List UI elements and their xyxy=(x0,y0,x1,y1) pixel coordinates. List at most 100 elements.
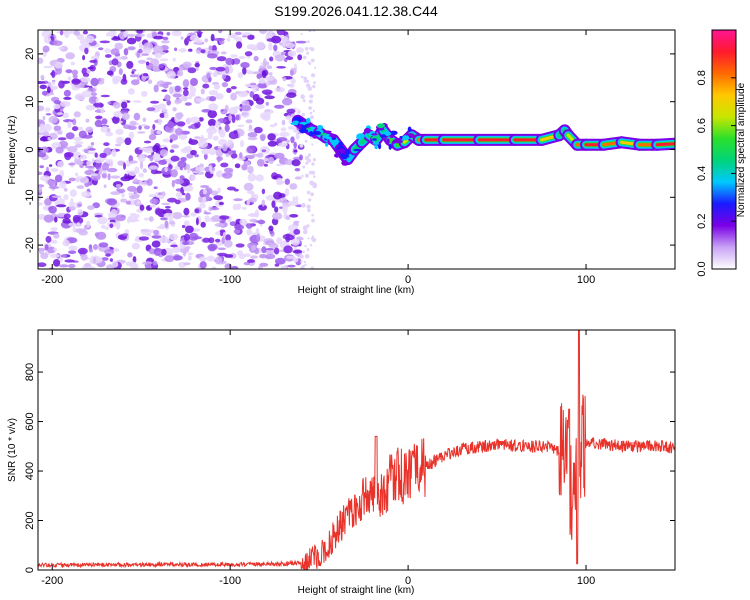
noise-blob xyxy=(143,140,152,144)
noise-blob xyxy=(208,45,213,51)
noise-blob xyxy=(304,173,309,178)
noise-blob xyxy=(72,214,81,223)
noise-blob xyxy=(97,78,102,82)
noise-blob xyxy=(230,153,238,159)
signal-blob xyxy=(371,133,378,136)
noise-blob xyxy=(247,132,258,138)
noise-blob xyxy=(185,246,191,250)
noise-blob xyxy=(234,224,245,231)
noise-blob xyxy=(68,162,76,166)
noise-blob xyxy=(259,262,269,267)
noise-blob xyxy=(118,120,123,124)
noise-blob xyxy=(182,79,190,88)
noise-blob xyxy=(178,134,188,140)
noise-blob xyxy=(186,96,193,100)
noise-blob xyxy=(263,157,269,162)
noise-blob xyxy=(126,33,136,37)
noise-blob xyxy=(264,76,275,81)
signal-blob xyxy=(374,144,378,150)
noise-blob xyxy=(313,182,317,185)
noise-blob xyxy=(314,66,317,69)
noise-blob xyxy=(47,178,55,186)
noise-blob xyxy=(293,149,298,153)
noise-blob xyxy=(65,132,75,140)
noise-blob xyxy=(281,39,292,47)
noise-blob xyxy=(169,221,175,225)
snr-x-label: Height of straight line (km) xyxy=(298,585,415,596)
heatmap-y-axis: -20 -10 0 10 20 xyxy=(24,48,675,253)
noise-blob xyxy=(241,100,250,107)
noise-blob xyxy=(68,263,76,269)
noise-blob xyxy=(53,259,61,267)
noise-blob xyxy=(195,217,199,226)
noise-blob xyxy=(210,190,219,196)
colorbar-gradient xyxy=(712,30,736,269)
noise-blob xyxy=(169,139,173,143)
svg-text:100: 100 xyxy=(577,575,595,587)
heatmap-x-tick: -200 xyxy=(41,30,63,286)
noise-blob xyxy=(84,148,89,154)
noise-blob xyxy=(307,86,312,91)
noise-blob xyxy=(63,89,71,97)
noise-blob xyxy=(74,141,84,145)
noise-blob xyxy=(73,111,81,118)
noise-blob xyxy=(153,229,160,236)
noise-blob xyxy=(279,206,284,209)
signal-blob xyxy=(364,127,371,134)
noise-blob xyxy=(117,160,126,166)
noise-blob xyxy=(256,159,265,167)
noise-blob xyxy=(39,123,45,131)
noise-blob xyxy=(183,248,187,255)
noise-blob xyxy=(64,152,72,161)
noise-blob xyxy=(107,173,111,181)
noise-blob xyxy=(215,120,220,129)
noise-blob xyxy=(164,220,169,229)
noise-blob xyxy=(159,149,168,157)
noise-blob xyxy=(67,121,72,129)
noise-blob xyxy=(68,245,78,251)
noise-blob xyxy=(235,36,243,44)
noise-blob xyxy=(63,96,72,100)
noise-blob xyxy=(263,109,274,115)
noise-blob xyxy=(42,45,50,53)
noise-blob xyxy=(300,33,303,36)
noise-blob xyxy=(174,47,178,52)
noise-blob xyxy=(38,202,43,206)
noise-blob xyxy=(250,255,259,259)
svg-text:-20: -20 xyxy=(24,237,36,253)
noise-blob xyxy=(68,30,76,34)
noise-blob xyxy=(218,247,226,251)
noise-blob xyxy=(113,36,118,39)
noise-blob xyxy=(194,208,200,214)
noise-blob xyxy=(202,83,210,89)
noise-blob xyxy=(199,261,207,269)
noise-blob xyxy=(309,106,312,109)
noise-blob xyxy=(213,83,220,90)
noise-blob xyxy=(161,202,171,206)
noise-blob xyxy=(274,54,286,62)
noise-blob xyxy=(218,201,224,206)
noise-blob xyxy=(285,234,291,243)
noise-blob xyxy=(196,39,203,44)
noise-blob xyxy=(228,113,232,122)
noise-blob xyxy=(303,79,308,83)
noise-blob xyxy=(267,30,274,34)
noise-blob xyxy=(256,41,265,50)
noise-blob xyxy=(211,215,223,222)
noise-blob xyxy=(291,159,301,167)
noise-blob xyxy=(291,238,300,246)
noise-blob xyxy=(310,266,314,269)
noise-blob xyxy=(236,41,243,49)
snr-y-tick: 400 xyxy=(24,462,675,480)
noise-blob xyxy=(170,144,180,149)
noise-blob xyxy=(220,51,227,55)
noise-blob xyxy=(286,255,295,259)
colorbar-tick: 0.6 xyxy=(696,118,736,133)
noise-blob xyxy=(208,103,219,111)
noise-blob xyxy=(177,160,187,168)
noise-blob xyxy=(247,128,255,132)
noise-blob xyxy=(152,260,158,266)
noise-blob xyxy=(311,143,314,146)
noise-blob xyxy=(313,81,316,84)
